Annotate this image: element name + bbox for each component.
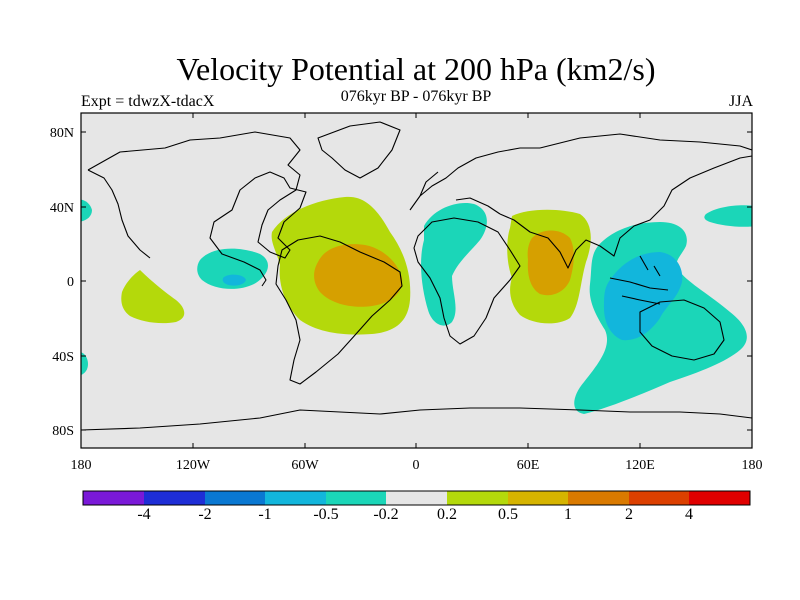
negative-region-africa <box>421 202 487 326</box>
colorbar-swatch <box>568 491 629 505</box>
coast-australia <box>639 299 725 361</box>
coast-asia <box>499 133 752 269</box>
lat-label: 0 <box>67 275 74 290</box>
coast-south-america <box>275 235 403 385</box>
season-label: JJA <box>728 93 753 110</box>
coast-europe <box>409 147 540 215</box>
experiment-label: Expt = tdwzX-tdacX <box>81 93 215 110</box>
colorbar-swatch <box>689 491 750 505</box>
colorbar-label: 0.5 <box>498 506 518 523</box>
colorbar-label: 1 <box>564 506 572 523</box>
lon-label: 120W <box>176 458 211 473</box>
colorbar-swatch <box>326 491 386 505</box>
negative-core-east-pacific <box>222 274 246 286</box>
lon-label: 0 <box>413 458 420 473</box>
colorbar-label: 0.2 <box>437 506 457 523</box>
colorbar-swatch <box>205 491 265 505</box>
lon-label: 120E <box>625 458 655 473</box>
negative-region-north-pacific <box>704 205 752 227</box>
positive-region-east-pacific <box>121 270 185 324</box>
latitude-labels: 80N 40N 0 40S 80S <box>50 126 74 439</box>
coast-maritime <box>609 255 669 305</box>
positive-core-arabian-sea <box>527 230 574 296</box>
negative-region-west-edge-north <box>81 199 92 222</box>
lon-label: 180 <box>742 458 763 473</box>
lon-label: 180 <box>71 458 92 473</box>
lat-label: 80N <box>50 126 74 141</box>
longitude-labels: 180 120W 60W 0 60E 120E 180 <box>71 458 763 473</box>
colorbar <box>82 490 751 506</box>
colorbar-swatch <box>508 491 568 505</box>
negative-region-east-pacific <box>197 248 268 289</box>
axis-ticks <box>80 113 753 448</box>
colorbar-swatch <box>265 491 326 505</box>
coast-antarctica <box>81 407 752 431</box>
coast-greenland <box>317 121 401 179</box>
coast-africa <box>413 217 521 345</box>
negative-core-maritime-continent <box>604 252 683 341</box>
colorbar-label: -4 <box>137 506 151 523</box>
coastlines <box>81 121 752 431</box>
lat-label: 40S <box>52 350 74 365</box>
page-title: Velocity Potential at 200 hPa (km2/s) <box>176 51 656 87</box>
colorbar-swatch <box>144 491 205 505</box>
colorbar-label: -0.5 <box>313 506 339 523</box>
colorbar-label: -1 <box>258 506 272 523</box>
colorbar-label: 2 <box>625 506 633 523</box>
negative-region-west-edge-south <box>81 352 88 375</box>
lon-label: 60E <box>517 458 540 473</box>
colorbar-swatch <box>83 491 144 505</box>
colorbar-label: -2 <box>198 506 212 523</box>
colorbar-label: -0.2 <box>373 506 399 523</box>
colorbar-swatch <box>386 491 447 505</box>
colorbar-swatch <box>629 491 689 505</box>
colorbar-swatch <box>447 491 508 505</box>
colorbar-label: 4 <box>685 506 693 523</box>
negative-region-indo-pacific <box>574 222 747 414</box>
lon-label: 60W <box>291 458 319 473</box>
coast-north-america <box>87 131 307 287</box>
lat-label: 80S <box>52 424 74 439</box>
period-subtitle: 076kyr BP - 076kyr BP <box>340 88 492 105</box>
lat-label: 40N <box>50 201 74 216</box>
